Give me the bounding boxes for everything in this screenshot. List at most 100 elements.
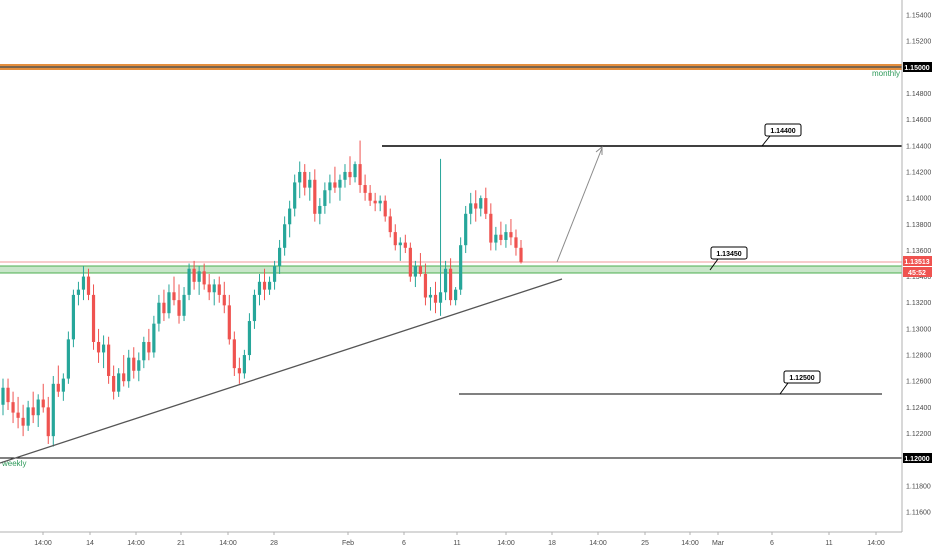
candle (383, 195, 387, 222)
candle-body (91, 294, 96, 342)
x-tick-label: 11 (825, 540, 832, 547)
candle-body (232, 339, 236, 369)
candle (423, 263, 428, 306)
candle (61, 373, 65, 401)
candle (459, 237, 463, 295)
candle (313, 169, 317, 222)
callout-box (783, 370, 821, 384)
x-tick-label: Mar (712, 540, 725, 547)
candle-body (278, 247, 282, 267)
x-tick-label: 21 (177, 540, 185, 547)
candle (298, 161, 302, 199)
candle (403, 234, 407, 254)
x-tick-label: 28 (270, 540, 278, 547)
candle-body (408, 247, 412, 277)
candle (398, 237, 402, 261)
candle-body (343, 171, 347, 180)
candle (212, 279, 216, 306)
candle (76, 281, 81, 306)
candle-body (428, 294, 433, 298)
candle (363, 174, 367, 201)
candle (353, 161, 357, 183)
candle (247, 313, 252, 361)
candle-body (117, 373, 121, 392)
candle-body (368, 192, 372, 201)
callout-14400[interactable]: 1.14400 (761, 123, 802, 147)
monthly-label: monthly (872, 69, 900, 78)
callout-12500[interactable]: 1.12500 (779, 370, 821, 395)
candle-body (519, 247, 523, 263)
candle (107, 336, 111, 384)
price-tag-box (903, 62, 932, 72)
candle-body (172, 292, 176, 301)
candle-body (227, 305, 231, 340)
candle (318, 198, 322, 225)
candle (142, 336, 146, 369)
x-tick-label: 14:00 (127, 540, 145, 547)
candle-body (398, 242, 402, 246)
x-tick-label: 14 (86, 540, 94, 547)
callout-13450[interactable]: 1.13450 (709, 246, 748, 271)
x-tick-label: 14:00 (867, 540, 885, 547)
candle-body (489, 213, 493, 243)
countdown-tag-text: 45:52 (908, 270, 926, 277)
candle-body (283, 224, 287, 248)
projection-arrow-line[interactable] (556, 147, 603, 263)
x-axis[interactable]: 14:00 14 14:00 21 14:00 28 Feb 6 11 14:00 18 14:00 2… (34, 532, 885, 547)
candle (388, 208, 392, 238)
callout-box (764, 123, 802, 137)
candle (418, 253, 423, 277)
candle (96, 328, 101, 363)
candle (147, 328, 151, 361)
candle (433, 281, 438, 314)
candle (328, 174, 332, 204)
candle (469, 192, 473, 225)
candle (91, 284, 96, 350)
candle (172, 276, 176, 306)
candle-body (358, 164, 362, 186)
y-tick-label: 1.13200 (906, 300, 931, 307)
candle (272, 260, 277, 290)
candle (323, 182, 327, 214)
candle-body (388, 216, 392, 233)
candle-body (66, 339, 70, 379)
candle (66, 331, 70, 384)
candle (207, 273, 211, 301)
candle (112, 365, 116, 400)
ascending-trendline[interactable] (0, 278, 563, 464)
candle (237, 357, 241, 384)
candle-body (383, 200, 387, 217)
candle-body (293, 182, 297, 209)
candle (443, 260, 448, 301)
candle-body (509, 232, 513, 238)
projection-arrow-head (595, 145, 603, 155)
candle-body (21, 417, 25, 426)
candle-body (288, 208, 292, 225)
candle (6, 378, 10, 410)
candle-body (499, 234, 503, 240)
candle-body (303, 171, 307, 188)
candle (132, 347, 136, 379)
candle-body (6, 387, 10, 403)
candle-body (373, 200, 377, 204)
candle-body (393, 232, 397, 246)
candle (348, 156, 352, 186)
candle-body (71, 294, 76, 340)
candle-body (333, 182, 337, 188)
candle-body (16, 412, 20, 418)
candle (117, 368, 121, 397)
y-tick-label: 1.13600 (906, 248, 931, 255)
candle-body (484, 198, 488, 214)
x-tick-label: 14:00 (589, 540, 607, 547)
candle (293, 174, 297, 217)
candle-body (267, 281, 272, 290)
candle-body (46, 407, 50, 437)
candle-body (207, 284, 211, 293)
candle (504, 224, 508, 248)
candle-body (162, 302, 166, 314)
candle (514, 229, 518, 256)
x-tick-label: 6 (402, 540, 406, 547)
candle (489, 203, 493, 251)
candle-body (464, 213, 468, 246)
